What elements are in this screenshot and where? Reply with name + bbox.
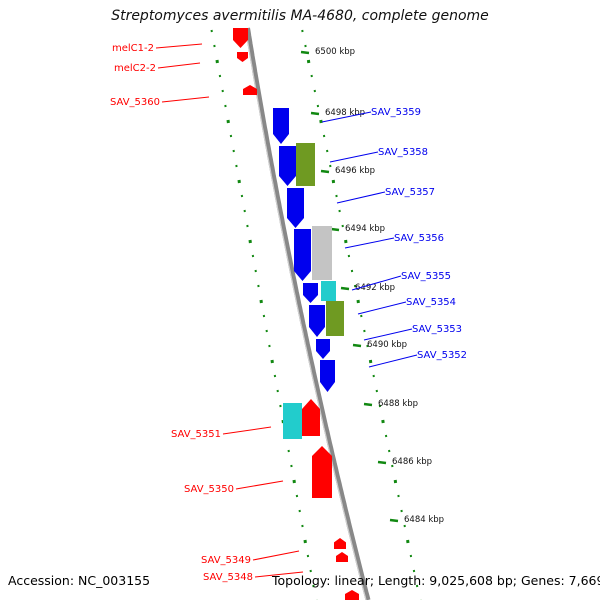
gene-label[interactable]: SAV_5351: [171, 429, 221, 440]
gene-label-leader: [344, 237, 395, 249]
gene-label-leader: [235, 480, 284, 490]
ruler-label: 6494 kbp: [345, 224, 385, 234]
ruler-major-tick: [340, 286, 350, 291]
gene-label[interactable]: SAV_5358: [378, 147, 428, 158]
reverse-gene-arrow[interactable]: [334, 538, 346, 549]
ruler-label: 6484 kbp: [404, 515, 444, 525]
gene-label[interactable]: melC1-2: [112, 43, 154, 54]
gene-label[interactable]: SAV_5357: [385, 187, 435, 198]
gene-box-cyan[interactable]: [321, 281, 336, 301]
reverse-gene-arrow[interactable]: [345, 590, 359, 600]
gene-label-leader: [321, 111, 372, 123]
gene-box-olive[interactable]: [326, 301, 344, 336]
gene-label-leader: [155, 43, 203, 49]
gene-box-olive[interactable]: [296, 143, 315, 186]
ruler-major-tick: [363, 402, 373, 407]
forward-gene-arrow[interactable]: [303, 283, 318, 303]
gene-label-leader: [351, 275, 402, 291]
gene-label[interactable]: SAV_5352: [417, 350, 467, 361]
ruler-label: 6500 kbp: [315, 47, 355, 57]
ruler-label: 6496 kbp: [335, 166, 375, 176]
gene-label-leader: [222, 426, 272, 435]
gene-label[interactable]: SAV_5354: [406, 297, 456, 308]
forward-gene-arrow[interactable]: [287, 188, 304, 228]
genome-backbone: [245, 27, 371, 600]
forward-gene-arrow[interactable]: [316, 339, 330, 359]
ruler-label: 6488 kbp: [378, 399, 418, 409]
forward-gene-arrow[interactable]: [294, 229, 311, 281]
accession-text: Accession: NC_003155: [8, 573, 151, 588]
gene-label-leader: [357, 301, 407, 315]
gene-label-leader: [254, 571, 304, 578]
gene-label-leader: [336, 191, 386, 204]
gene-label[interactable]: SAV_5360: [110, 97, 160, 108]
ruler-major-tick: [320, 169, 330, 174]
ruler-label: 6486 kbp: [392, 457, 432, 467]
forward-gene-arrow[interactable]: [279, 146, 296, 186]
forward-gene-arrow[interactable]: [309, 305, 325, 337]
ruler-major-tick: [310, 111, 320, 116]
genome-backbone-highlight: [244, 27, 367, 600]
reverse-gene-arrow[interactable]: [312, 446, 332, 498]
ruler-major-tick: [352, 343, 362, 348]
gene-box-cyan[interactable]: [283, 403, 302, 439]
gene-label-leader: [329, 151, 379, 163]
ruler-major-tick: [377, 460, 387, 465]
reverse-gene-arrow[interactable]: [233, 28, 248, 48]
gene-label[interactable]: SAV_5350: [184, 484, 234, 495]
gene-label[interactable]: SAV_5348: [203, 572, 253, 583]
gene-label-leader: [368, 354, 418, 368]
gene-label[interactable]: SAV_5356: [394, 233, 444, 244]
gene-label[interactable]: SAV_5359: [371, 107, 421, 118]
genome-summary: Topology: linear; Length: 9,025,608 bp; …: [272, 573, 600, 588]
gene-label-leader: [157, 62, 201, 69]
reverse-gene-arrow[interactable]: [302, 399, 320, 436]
reverse-gene-arrow[interactable]: [243, 85, 257, 95]
gene-label-leader: [252, 550, 300, 561]
ruler-label: 6492 kbp: [355, 283, 395, 293]
ruler-label: 6490 kbp: [367, 340, 407, 350]
genome-title: Streptomyces avermitilis MA-4680, comple…: [111, 8, 489, 24]
gene-label[interactable]: SAV_5355: [401, 271, 451, 282]
reverse-gene-arrow[interactable]: [237, 52, 248, 62]
gene-label[interactable]: SAV_5353: [412, 324, 462, 335]
forward-gene-arrow[interactable]: [273, 108, 289, 144]
ruler-label: 6498 kbp: [325, 108, 365, 118]
ruler-major-tick: [330, 227, 340, 232]
gene-label-leader: [161, 96, 210, 103]
ruler-major-tick: [300, 50, 310, 55]
ruler-major-tick: [389, 518, 399, 523]
forward-gene-arrow[interactable]: [320, 360, 335, 392]
gene-label-leader: [363, 328, 413, 341]
reverse-gene-arrow[interactable]: [336, 552, 348, 562]
gene-label[interactable]: SAV_5349: [201, 555, 251, 566]
gene-box-gray[interactable]: [312, 226, 332, 280]
gene-label[interactable]: melC2-2: [114, 63, 156, 74]
